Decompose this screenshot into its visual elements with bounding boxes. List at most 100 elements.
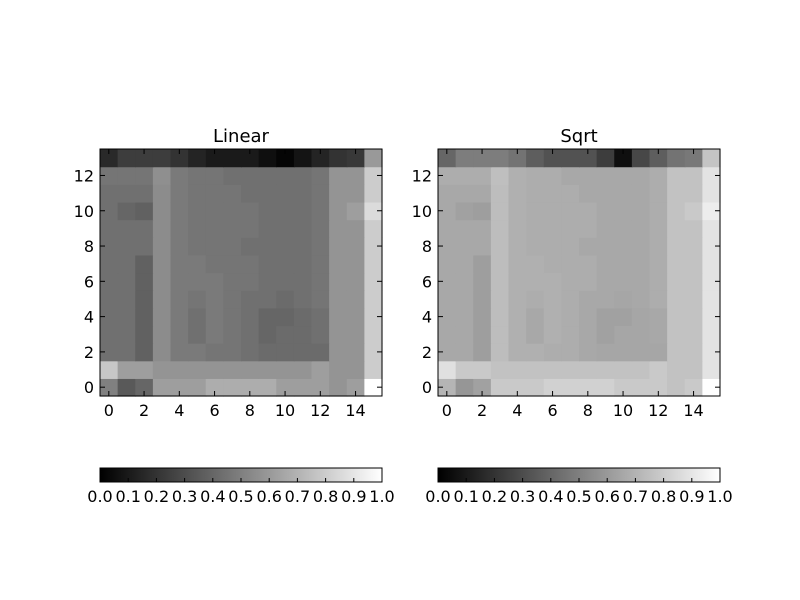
heatmap-cell <box>684 254 703 274</box>
heatmap-cell <box>276 254 295 274</box>
heatmap-cell <box>170 237 189 256</box>
heatmap-cell <box>100 272 119 291</box>
heatmap-cell <box>135 254 154 274</box>
heatmap-cell <box>223 325 242 344</box>
heatmap-cell <box>364 290 383 309</box>
heatmap-cell <box>100 149 119 168</box>
heatmap-cell <box>364 149 383 168</box>
heatmap-cell <box>117 307 136 327</box>
heatmap-cell <box>649 272 668 291</box>
heatmap-cell <box>579 219 598 238</box>
heatmap-cell <box>490 272 510 291</box>
heatmap-cell <box>100 307 119 327</box>
heatmap-cell <box>170 272 189 291</box>
heatmap-cell <box>241 149 260 168</box>
heatmap-cell <box>100 290 119 309</box>
heatmap-cell <box>223 201 242 221</box>
heatmap-cell <box>455 360 474 379</box>
heatmap-cell <box>364 254 383 274</box>
colorbar-tick-label: 0.4 <box>538 487 563 506</box>
heatmap-cell <box>438 360 457 379</box>
heatmap-cell <box>490 201 510 221</box>
heatmap-cell <box>438 343 457 362</box>
heatmap-cell <box>667 237 686 256</box>
heatmap-cell <box>152 201 172 221</box>
heatmap-cell <box>561 378 580 397</box>
colorbar-tick-label: 0.5 <box>228 487 253 506</box>
heatmap-cell <box>293 166 313 185</box>
heatmap-cell <box>579 166 598 185</box>
heatmap-cell <box>631 166 651 185</box>
heatmap-cell <box>364 325 383 344</box>
heatmap-cell <box>311 307 330 327</box>
heatmap-cell <box>631 149 651 168</box>
x-tick-label: 8 <box>583 401 593 420</box>
heatmap-cell <box>561 343 580 362</box>
colorbar-tick-label: 0.0 <box>425 487 450 506</box>
heatmap-cell <box>649 290 668 309</box>
heatmap-cell <box>438 166 457 185</box>
heatmap-cell <box>276 360 295 379</box>
heatmap-cell <box>117 149 136 168</box>
heatmap-cell <box>455 201 474 221</box>
x-tick-label: 4 <box>512 401 522 420</box>
chart-title: Linear <box>213 126 270 147</box>
heatmap-cell <box>684 184 703 203</box>
heatmap-cell <box>579 360 598 379</box>
heatmap-cell <box>205 378 224 397</box>
heatmap-cell <box>614 343 633 362</box>
heatmap-cell <box>596 184 615 203</box>
heatmap-cell <box>241 166 260 185</box>
colorbar-ticks: 0.0 0.1 0.2 0.3 0.4 0.5 0.6 0.7 0.8 0.9 1.0 <box>87 478 395 506</box>
heatmap-cell <box>117 166 136 185</box>
heatmap-cell <box>276 219 295 238</box>
heatmap-cell <box>346 272 365 291</box>
heatmap-cell <box>667 219 686 238</box>
heatmap-cell <box>241 201 260 221</box>
x-tick-label: 0 <box>104 401 114 420</box>
heatmap-cell <box>579 237 598 256</box>
heatmap-cell <box>438 237 457 256</box>
heatmap-cell <box>293 184 313 203</box>
heatmap-cell <box>543 201 562 221</box>
heatmap-cell <box>100 201 119 221</box>
heatmap-cell <box>543 184 562 203</box>
heatmap-cell <box>135 343 154 362</box>
heatmap-cell <box>100 254 119 274</box>
heatmap-cell <box>649 360 668 379</box>
heatmap-cell <box>311 237 330 256</box>
heatmap-cell <box>135 237 154 256</box>
heatmap-cell <box>346 166 365 185</box>
heatmap-cell <box>152 184 172 203</box>
heatmap-cell <box>135 201 154 221</box>
heatmap-cell <box>438 325 457 344</box>
heatmap-cell <box>684 149 703 168</box>
heatmap-cell <box>364 219 383 238</box>
heatmap-cell <box>188 237 207 256</box>
x-tick-label: 14 <box>345 401 365 420</box>
heatmap-cell <box>135 325 154 344</box>
heatmap-cell <box>311 219 330 238</box>
heatmap-cell <box>579 378 598 397</box>
heatmap-cell <box>543 254 562 274</box>
heatmap-cell <box>135 307 154 327</box>
heatmap-cell <box>667 149 686 168</box>
heatmap-cell <box>258 184 277 203</box>
y-tick-label: 12 <box>412 166 432 185</box>
heatmap-cell <box>473 272 492 291</box>
heatmap-cell <box>135 290 154 309</box>
heatmap-cell <box>596 149 615 168</box>
heatmap-cell <box>188 166 207 185</box>
heatmap-cell <box>346 254 365 274</box>
heatmap-cell <box>631 325 651 344</box>
heatmap-cell <box>329 307 348 327</box>
colorbar: 0.0 0.1 0.2 0.3 0.4 0.5 0.6 0.7 0.8 0.9 1.0 <box>87 467 395 506</box>
heatmap-cell <box>188 360 207 379</box>
colorbar-tick-label: 0.2 <box>144 487 169 506</box>
heatmap-cell <box>526 378 545 397</box>
heatmap-cell <box>346 219 365 238</box>
heatmap-cell <box>490 237 510 256</box>
heatmap-cell <box>346 343 365 362</box>
heatmap-cell <box>473 307 492 327</box>
heatmap-cell <box>205 219 224 238</box>
